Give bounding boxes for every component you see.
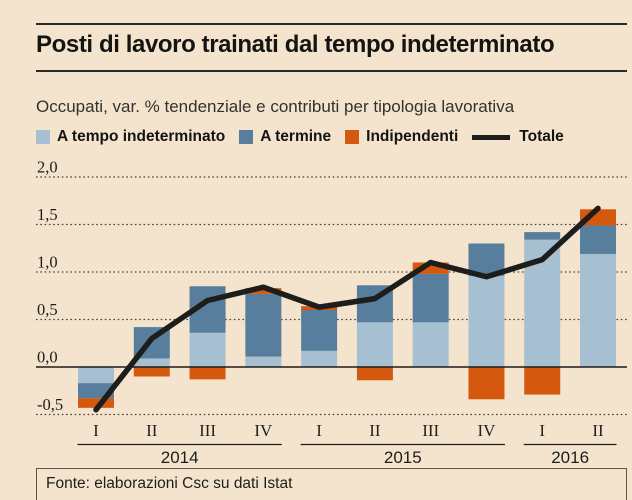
legend-label: A termine xyxy=(260,128,332,145)
x-tick-label: II xyxy=(592,421,604,440)
bar-segment xyxy=(245,288,282,294)
bar-segment xyxy=(580,225,617,254)
y-tick-label: 2,0 xyxy=(37,158,58,177)
bar-segment xyxy=(356,367,393,381)
bar-segment xyxy=(301,310,338,351)
legend-label: A tempo indeterminato xyxy=(57,128,226,145)
x-tick-label: III xyxy=(422,421,439,440)
x-tick-label: I xyxy=(539,421,545,440)
source-text: Fonte: elaborazioni Csc su dati Istat xyxy=(46,475,293,492)
legend-label: Totale xyxy=(519,128,564,145)
legend-square-swatch-icon xyxy=(36,130,50,144)
legend-item-a-tempo-indeterminato: A tempo indeterminato xyxy=(36,128,225,146)
bar-segment xyxy=(245,293,282,357)
bar-segment xyxy=(189,332,226,367)
bar-segment xyxy=(580,253,617,367)
x-tick-label: II xyxy=(369,421,381,440)
bar-segment xyxy=(78,367,114,384)
x-tick-label: I xyxy=(93,421,99,440)
x-tick-label: IV xyxy=(254,421,273,440)
bar-segment xyxy=(468,275,505,367)
bar-segment xyxy=(301,350,338,367)
bar-segment xyxy=(524,232,561,240)
chart-subtitle: Occupati, var. % tendenziale e contribut… xyxy=(36,97,515,116)
legend-square-swatch-icon xyxy=(239,130,254,144)
y-tick-label: 1,5 xyxy=(37,205,58,224)
chart-legend: A tempo indeterminato A termine Indipenden… xyxy=(36,128,578,146)
y-tick-label: 1,0 xyxy=(37,253,58,272)
y-tick-label: 0,0 xyxy=(37,348,58,367)
legend-square-swatch-icon xyxy=(345,130,360,144)
legend-item-indipendenti: Indipendenti xyxy=(345,128,458,146)
y-tick-label: -0,5 xyxy=(37,395,63,414)
bar-segment xyxy=(524,367,561,395)
year-label: 2014 xyxy=(161,448,199,467)
bar-segment xyxy=(468,367,505,400)
year-label: 2015 xyxy=(384,448,422,467)
title-bottom-rule xyxy=(36,70,627,72)
source-box: Fonte: elaborazioni Csc su dati Istat xyxy=(36,468,627,500)
bar-segment xyxy=(245,356,282,367)
bar-segment xyxy=(412,273,449,323)
totale-line xyxy=(93,205,601,413)
bar-segment xyxy=(133,367,170,377)
legend-label: Indipendenti xyxy=(366,128,459,145)
x-tick-label: III xyxy=(199,421,216,440)
bar-segment xyxy=(412,322,449,367)
year-label: 2016 xyxy=(551,448,589,467)
x-tick-label: I xyxy=(316,421,322,440)
x-tick-label: IV xyxy=(477,421,496,440)
legend-item-a-termine: A termine xyxy=(239,128,331,146)
top-rule xyxy=(36,23,627,25)
bar-segment xyxy=(189,367,226,380)
bar-segment xyxy=(356,322,393,367)
x-tick-label: II xyxy=(146,421,158,440)
bar-segment xyxy=(133,358,170,367)
bar-segment xyxy=(78,398,114,408)
page-title: Posti di lavoro trainati dal tempo indet… xyxy=(36,31,555,58)
legend-line-swatch-icon xyxy=(472,134,511,140)
y-tick-label: 0,5 xyxy=(37,300,58,319)
legend-item-totale: Totale xyxy=(472,128,564,146)
bar-segment xyxy=(412,262,449,274)
